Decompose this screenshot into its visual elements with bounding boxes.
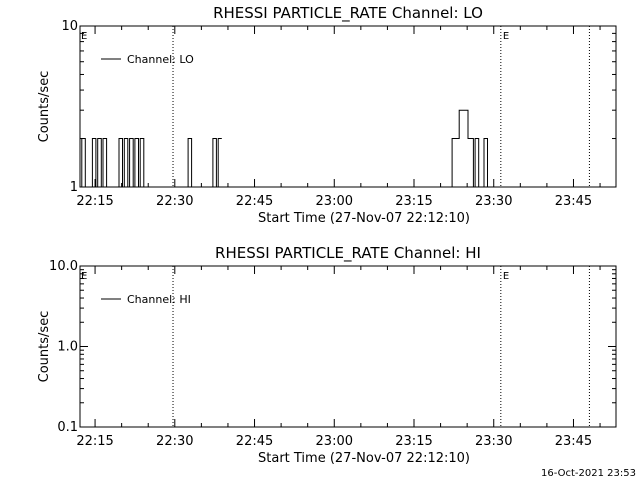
y-tick-label: 10.0: [49, 259, 78, 274]
x-tick-label: 23:45: [555, 434, 592, 449]
x-axis-label: Start Time (27-Nov-07 22:12:10): [258, 451, 470, 466]
x-tick-label: 23:30: [475, 434, 512, 449]
y-tick-label: 0.1: [57, 420, 78, 435]
x-tick-label: 22:30: [156, 194, 193, 209]
x-tick-label: 22:45: [236, 194, 273, 209]
x-tick-label: 22:45: [236, 434, 273, 449]
chart-panel-2: RHESSI PARTICLE_RATE Channel: HI Counts/s…: [37, 244, 617, 466]
x-tick-label: 23:45: [555, 194, 592, 209]
legend-label: Channel: HI: [127, 293, 191, 306]
date-stamp: 16-Oct-2021 23:53: [541, 468, 636, 479]
x-tick-label: 22:15: [76, 434, 113, 449]
x-tick-label: 23:30: [475, 194, 512, 209]
y-axis-label: Counts/sec: [37, 311, 52, 383]
corner-marker: E: [81, 271, 87, 282]
x-tick-label: 22:15: [76, 194, 113, 209]
x-tick-label: 23:15: [395, 194, 432, 209]
x-tick-label: 22:30: [156, 434, 193, 449]
plot-frame: [79, 25, 617, 188]
event-label: E: [503, 31, 509, 42]
legend-label: Channel: LO: [127, 53, 194, 66]
event-label: E: [503, 271, 509, 282]
y-tick-label: 1.0: [57, 340, 78, 355]
chart-title: RHESSI PARTICLE_RATE Channel: HI: [215, 244, 481, 263]
x-axis-label: Start Time (27-Nov-07 22:12:10): [258, 211, 470, 226]
plot-frame: [79, 265, 617, 428]
x-tick-label: 23:15: [395, 434, 432, 449]
y-tick-label: 1: [70, 180, 78, 195]
y-axis-label: Counts/sec: [37, 71, 52, 143]
series-line: [80, 109, 499, 188]
x-tick-label: 23:00: [316, 434, 353, 449]
y-tick-label: 10: [61, 19, 78, 34]
corner-marker: E: [81, 31, 87, 42]
chart-panel-1: RHESSI PARTICLE_RATE Channel: LO Counts/s…: [37, 4, 617, 226]
x-tick-label: 23:00: [316, 194, 353, 209]
chart-title: RHESSI PARTICLE_RATE Channel: LO: [213, 4, 483, 23]
